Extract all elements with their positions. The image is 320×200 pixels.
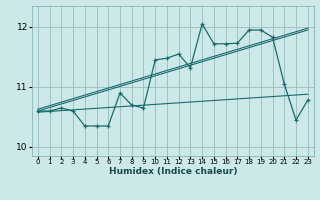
X-axis label: Humidex (Indice chaleur): Humidex (Indice chaleur) [108,167,237,176]
